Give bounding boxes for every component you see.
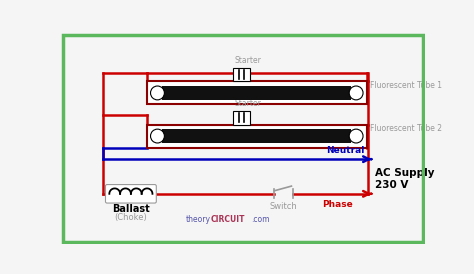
- Text: Starter: Starter: [235, 99, 261, 108]
- Bar: [162, 129, 352, 143]
- Circle shape: [151, 129, 164, 143]
- Bar: [233, 67, 250, 81]
- Bar: [146, 81, 367, 104]
- Text: 230 V: 230 V: [374, 179, 408, 190]
- Text: theory: theory: [186, 215, 210, 224]
- Text: Ballast: Ballast: [112, 204, 150, 214]
- Text: Fluorescent Tube 1: Fluorescent Tube 1: [370, 81, 442, 90]
- Text: (Choke): (Choke): [115, 213, 147, 222]
- Circle shape: [349, 86, 363, 100]
- Bar: [233, 111, 250, 124]
- Text: Switch: Switch: [270, 201, 298, 210]
- Text: Fluorescent Tube 2: Fluorescent Tube 2: [370, 124, 442, 133]
- Text: Starter: Starter: [235, 56, 261, 65]
- Bar: [162, 86, 352, 100]
- Text: Neutral: Neutral: [326, 145, 365, 155]
- Text: Phase: Phase: [322, 200, 353, 209]
- Text: AC Supply: AC Supply: [374, 168, 434, 178]
- Bar: [146, 124, 367, 148]
- FancyBboxPatch shape: [106, 185, 156, 203]
- Circle shape: [151, 86, 164, 100]
- Text: .com: .com: [251, 215, 270, 224]
- Text: CIRCUIT: CIRCUIT: [210, 215, 245, 224]
- Circle shape: [349, 129, 363, 143]
